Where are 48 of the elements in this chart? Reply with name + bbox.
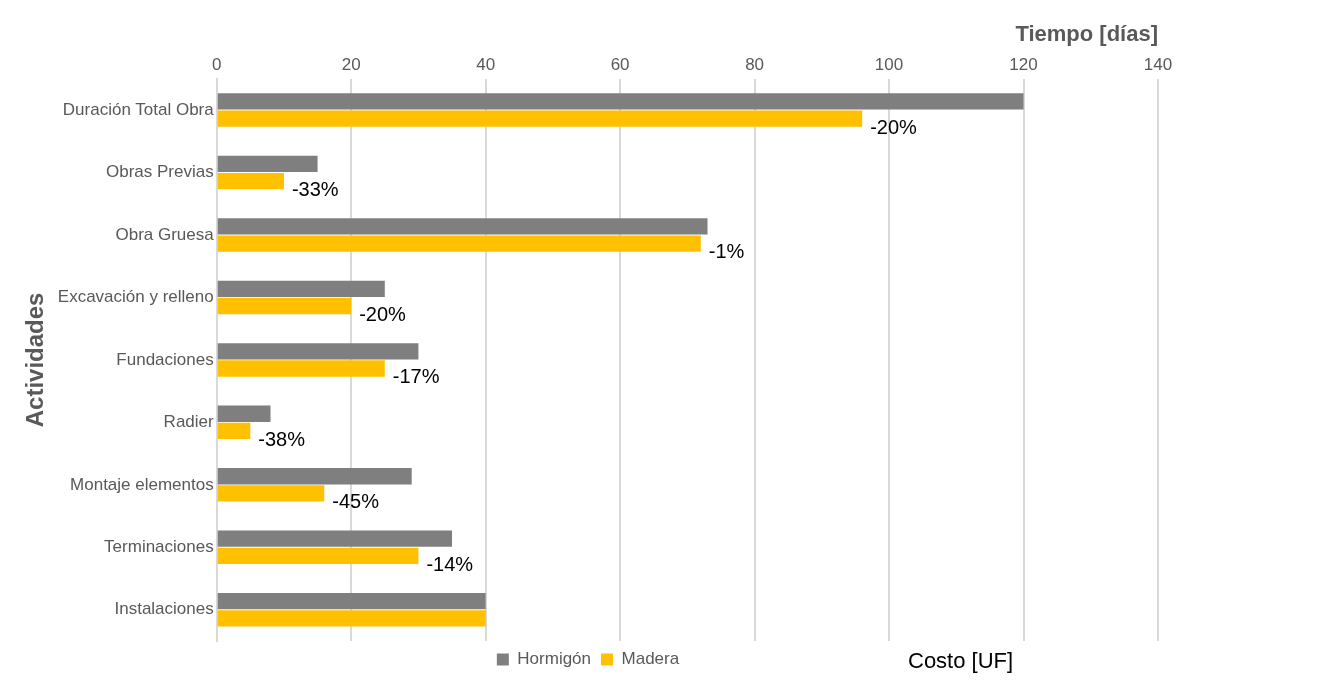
bar <box>217 110 863 127</box>
bar <box>217 218 708 235</box>
legend-label: Hormigón <box>517 649 592 669</box>
text: Costo [UF] <box>908 648 1014 674</box>
y-tick-label: Fundaciones <box>116 349 214 369</box>
bar <box>217 235 701 252</box>
x-tick-label: 20 <box>341 55 361 75</box>
bar <box>217 530 453 547</box>
x-axis-title: Tiempo [días] <box>1015 21 1158 47</box>
annotation: -17% <box>392 365 440 388</box>
x-tick-label: 140 <box>1143 55 1173 75</box>
x-tick-label: 80 <box>745 55 765 75</box>
annotation: -20% <box>870 115 918 138</box>
x-tick-label: 100 <box>874 55 904 75</box>
bar <box>217 280 385 297</box>
x-tick-label: 0 <box>211 55 222 75</box>
y-tick-label: Instalaciones <box>114 599 214 619</box>
annotation: -14% <box>426 552 474 575</box>
bar <box>217 93 1024 110</box>
annotation: -45% <box>332 490 380 513</box>
bar <box>217 172 284 190</box>
y-tick-label: Excavación y relleno <box>57 287 214 307</box>
x-tick-label: 120 <box>1009 55 1038 75</box>
x-tick-label: 60 <box>610 55 630 75</box>
bar <box>217 422 251 440</box>
y-tick-label: Montaje elementos <box>70 474 214 494</box>
legend-label: Madera <box>621 649 680 669</box>
bar <box>217 155 318 173</box>
y-tick-label: Obra Gruesa <box>115 224 215 244</box>
bar <box>217 297 352 315</box>
bar <box>217 360 385 377</box>
bar <box>217 547 419 565</box>
y-tick-label: Radier <box>163 412 215 432</box>
bar <box>217 405 271 422</box>
bar <box>217 610 486 627</box>
annotation: -33% <box>291 178 339 201</box>
y-tick-label: Obras Previas <box>106 162 214 182</box>
y-tick-label: Duración Total Obra <box>62 99 215 119</box>
bar <box>217 343 419 360</box>
y-axis-title: Actividades <box>21 292 49 428</box>
x-tick-label: 40 <box>476 55 496 75</box>
bar <box>217 485 325 502</box>
y-tick-label: Terminaciones <box>104 536 214 556</box>
annotation: -38% <box>258 427 306 450</box>
annotation: -1% <box>708 240 745 263</box>
bar <box>217 468 412 485</box>
bar <box>217 593 486 610</box>
annotation: -20% <box>359 302 407 325</box>
